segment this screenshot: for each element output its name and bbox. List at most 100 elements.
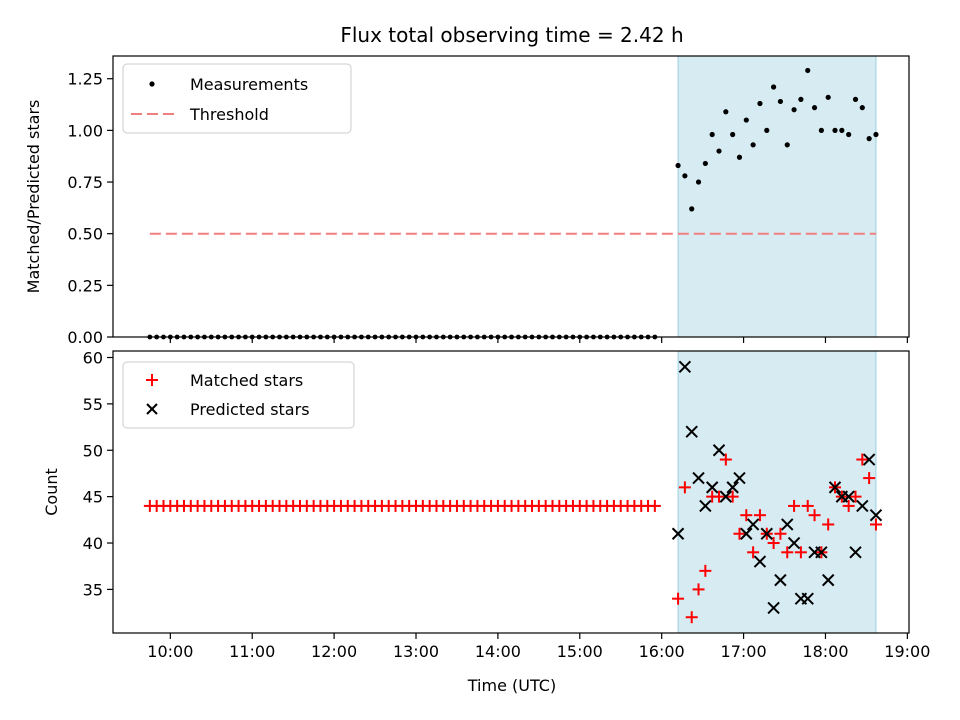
measurement-point	[866, 136, 872, 142]
matched-point	[801, 499, 814, 512]
predicted-point	[767, 601, 780, 615]
measurement-point	[805, 67, 811, 74]
measurement-point	[846, 131, 852, 138]
predicted-point	[733, 471, 746, 485]
measurement-point	[695, 179, 702, 185]
measurement-point	[771, 84, 777, 90]
measurement-point	[750, 142, 756, 148]
matched-point	[822, 518, 835, 531]
predicted-point	[815, 546, 828, 559]
predicted-point	[821, 573, 835, 587]
measurement-point	[784, 142, 790, 148]
legend-matched-label: Matched stars	[190, 371, 303, 390]
x-tick-label: 18:00	[802, 642, 848, 661]
matched-point	[672, 592, 685, 605]
matched-point	[740, 509, 753, 522]
legend-predicted-label: Predicted stars	[190, 400, 310, 419]
predicted-point	[760, 527, 773, 540]
predicted-point	[712, 444, 726, 457]
measurement-point	[818, 127, 824, 133]
top-y-axis-label: Matched/Predicted stars	[24, 100, 43, 294]
matched-point	[648, 499, 661, 512]
x-tick-label: 14:00	[475, 642, 521, 661]
matched-point	[842, 499, 855, 512]
predicted-point	[740, 527, 753, 540]
y-tick-label: 45	[83, 488, 103, 507]
measurement-point	[723, 109, 729, 115]
bottom-axes-frame	[112, 350, 910, 634]
y-tick-label: 50	[83, 441, 103, 460]
measurement-point	[716, 148, 722, 154]
predicted-point	[842, 490, 855, 503]
predicted-point	[678, 360, 692, 373]
predicted-point	[692, 471, 705, 485]
matched-point	[753, 509, 766, 522]
matched-point	[685, 611, 698, 624]
matched-point	[808, 509, 821, 522]
measurement-point	[791, 107, 797, 113]
top-y-ticks: 0.00 0.25 0.50 0.75 1.00 1.25	[67, 70, 113, 347]
x-tick-label: 19:00	[884, 642, 930, 661]
matched-point	[794, 546, 807, 559]
matched-point	[692, 583, 705, 596]
top-axes-frame	[112, 55, 910, 338]
measurement-point	[709, 131, 715, 138]
measurement-point	[689, 206, 695, 212]
y-tick-label: 1.25	[67, 70, 103, 89]
matched-point	[767, 537, 780, 550]
predicted-point	[869, 508, 883, 522]
y-tick-label: 40	[83, 534, 103, 553]
predicted-point	[787, 536, 801, 550]
measurement-point	[730, 131, 736, 138]
predicted-point	[726, 481, 739, 494]
measurement-point	[873, 131, 879, 138]
predicted-point	[828, 481, 842, 494]
matched-point	[733, 527, 746, 540]
bottom-x-ticks: 10:00 11:00 12:00 13:00 14:00 15:00 16:00 17:00…	[147, 633, 930, 661]
y-tick-label: 60	[83, 348, 103, 367]
measurement-point	[736, 154, 743, 160]
x-tick-label: 10:00	[147, 642, 193, 661]
predicted-point	[671, 527, 685, 540]
x-axis-label: Time (UTC)	[467, 676, 556, 695]
measurement-point	[852, 96, 859, 102]
chart-title: Flux total observing time = 2.42 h	[340, 23, 683, 47]
matched-point	[678, 481, 691, 494]
matched-point	[856, 453, 869, 466]
legend-measurements-label: Measurements	[190, 75, 308, 94]
top-highlight-span	[677, 55, 877, 338]
measurement-point	[825, 94, 831, 100]
predicted-point	[862, 453, 876, 466]
x-tick-label: 17:00	[721, 642, 767, 661]
measurement-point	[682, 173, 688, 179]
predicted-point	[856, 499, 869, 513]
bottom-y-axis-label: Count	[42, 468, 61, 516]
matched-point	[719, 453, 732, 466]
legend-measurements-marker	[149, 81, 155, 87]
matched-point	[863, 472, 876, 485]
top-panel: 0.00 0.25 0.50 0.75 1.00 1.25 Matched/Predict…	[24, 55, 910, 347]
matched-point	[699, 564, 712, 577]
matched-point	[726, 490, 739, 503]
measurement-point	[811, 105, 818, 111]
predicted-point	[801, 592, 814, 605]
measurement-point	[702, 160, 708, 167]
x-tick-label: 15:00	[557, 642, 603, 661]
constant-matched-series	[143, 499, 661, 512]
measurement-point	[757, 100, 763, 107]
predicted-point	[699, 499, 712, 513]
measurement-series	[675, 67, 879, 212]
x-tick-label: 12:00	[311, 642, 357, 661]
predicted-series	[671, 360, 883, 615]
predicted-point	[753, 555, 767, 568]
y-tick-label: 35	[83, 580, 103, 599]
legend-predicted-marker	[146, 403, 158, 415]
matched-series	[672, 453, 882, 624]
predicted-point	[849, 546, 862, 559]
predicted-point	[705, 481, 719, 494]
legend-threshold-label: Threshold	[189, 105, 269, 124]
predicted-point	[781, 518, 794, 531]
matched-point	[869, 518, 882, 531]
y-tick-label: 0.25	[67, 276, 103, 295]
